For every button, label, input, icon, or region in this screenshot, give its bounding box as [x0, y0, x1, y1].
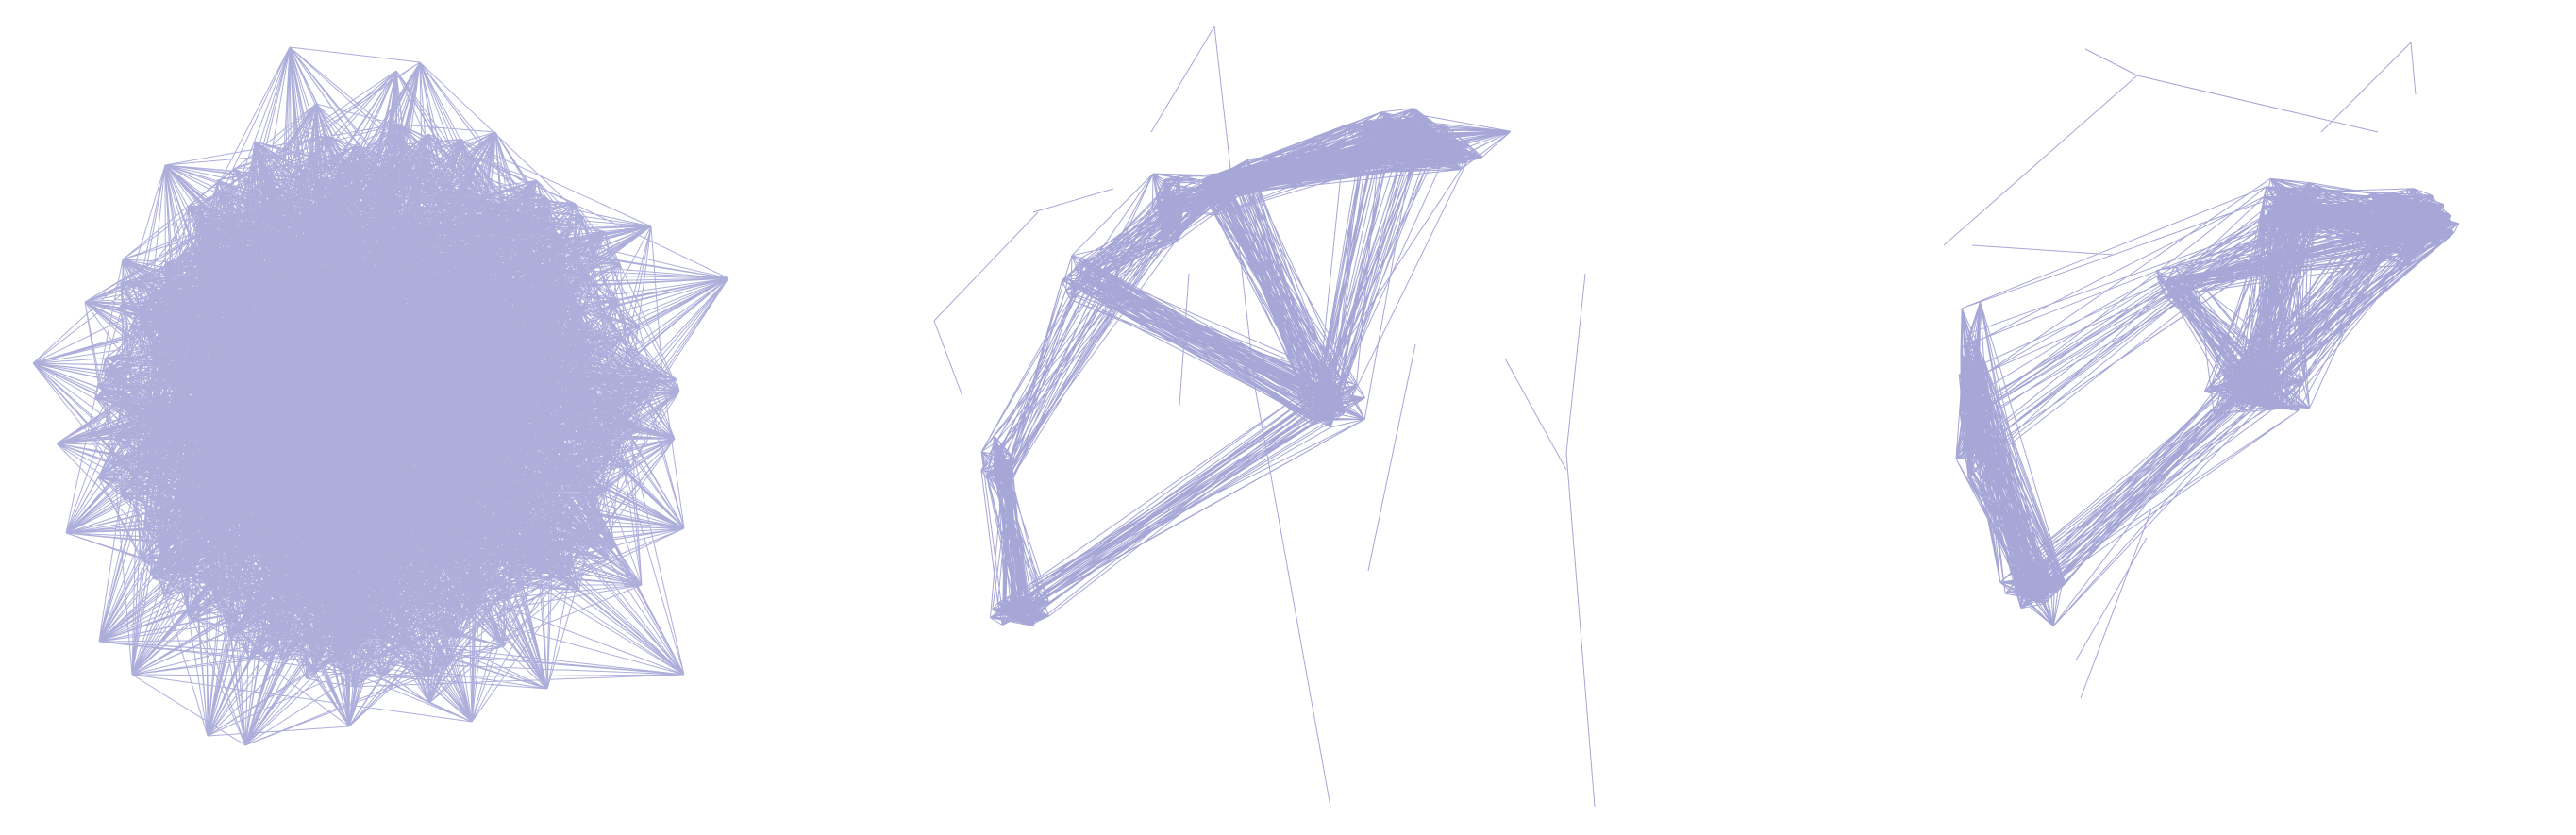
panel-embedding-layout-graph-b	[1943, 42, 2460, 699]
panel-random-layout-graph	[32, 46, 729, 746]
panel-embedding-layout-graph-a	[933, 25, 1596, 808]
graph-edges	[933, 25, 1596, 808]
graph-edges	[1943, 42, 2460, 699]
graph-edges	[32, 46, 729, 746]
